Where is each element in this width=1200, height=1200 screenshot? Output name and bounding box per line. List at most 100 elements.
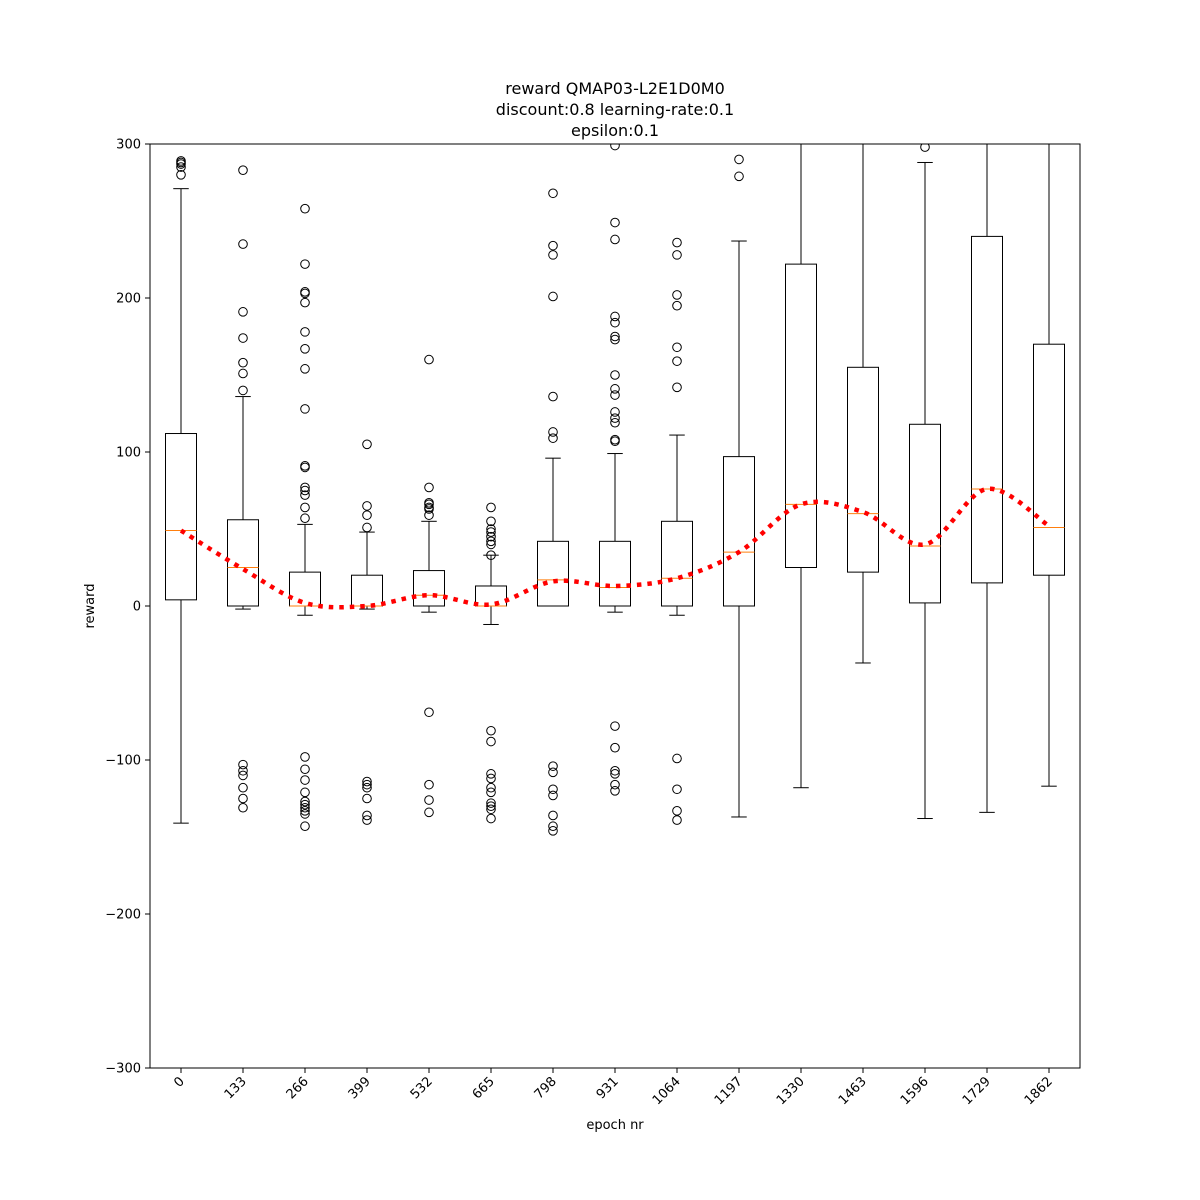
outlier-point bbox=[300, 787, 310, 798]
outlier-point bbox=[486, 773, 496, 784]
outlier-point bbox=[486, 787, 496, 798]
outlier-point bbox=[548, 433, 558, 443]
outlier-point bbox=[362, 510, 372, 520]
chart-title-line-1: reward QMAP03-L2E1D0M0 bbox=[505, 79, 725, 98]
outlier-point bbox=[610, 144, 620, 151]
x-tick-label: 133 bbox=[222, 1074, 250, 1102]
y-tick-label: −200 bbox=[105, 908, 141, 923]
x-tick-label: 0 bbox=[171, 1074, 187, 1090]
box-body bbox=[475, 585, 507, 607]
outlier-point bbox=[610, 311, 620, 322]
box-body bbox=[289, 571, 321, 607]
outlier-point bbox=[610, 786, 620, 796]
outlier-point bbox=[610, 217, 620, 228]
y-axis-label: reward bbox=[83, 583, 98, 628]
outlier-point bbox=[734, 171, 744, 182]
outlier-point bbox=[176, 162, 186, 172]
outlier-point bbox=[176, 156, 186, 166]
box-1596 bbox=[909, 144, 941, 820]
outlier-point bbox=[424, 510, 434, 520]
outlier-point bbox=[548, 790, 558, 801]
outlier-point bbox=[672, 356, 682, 366]
outlier-point bbox=[610, 769, 620, 779]
outlier-point bbox=[548, 291, 558, 302]
box-body bbox=[227, 519, 259, 607]
x-tick-label: 931 bbox=[594, 1074, 622, 1102]
outlier-point bbox=[610, 384, 620, 394]
trend-layer bbox=[179, 486, 1051, 610]
outlier-point bbox=[610, 413, 620, 423]
x-tick-label: 399 bbox=[346, 1074, 374, 1102]
outlier-point bbox=[610, 331, 620, 342]
outlier-point bbox=[486, 524, 496, 534]
box-1463 bbox=[847, 144, 879, 664]
y-tick-label: 300 bbox=[116, 138, 141, 153]
outlier-point bbox=[486, 769, 496, 779]
outlier-point bbox=[486, 736, 496, 747]
outlier-point bbox=[300, 802, 310, 813]
x-tick-label: 1463 bbox=[836, 1074, 870, 1108]
outlier-point bbox=[424, 779, 434, 790]
outlier-point bbox=[486, 502, 496, 513]
box-931 bbox=[599, 144, 631, 796]
outlier-point bbox=[238, 239, 248, 249]
box-266 bbox=[289, 203, 321, 832]
outlier-point bbox=[672, 342, 682, 353]
box-133 bbox=[227, 165, 259, 813]
outlier-point bbox=[672, 806, 682, 816]
outlier-point bbox=[238, 307, 248, 317]
box-1862 bbox=[1033, 144, 1065, 787]
x-tick-label: 665 bbox=[470, 1074, 498, 1102]
outlier-point bbox=[610, 370, 620, 380]
outlier-point bbox=[362, 815, 372, 825]
outlier-point bbox=[238, 770, 248, 781]
outlier-point bbox=[610, 334, 620, 345]
y-axis: −300 −200 −100 0 100 200 300 bbox=[105, 138, 150, 1077]
x-tick-label: 1197 bbox=[712, 1074, 746, 1108]
box-body bbox=[1033, 343, 1065, 576]
box-body bbox=[537, 540, 569, 607]
outlier-point bbox=[548, 250, 558, 260]
outlier-point bbox=[610, 407, 620, 417]
outlier-point bbox=[362, 501, 372, 511]
outlier-point bbox=[610, 417, 620, 428]
trend-line bbox=[179, 486, 1051, 610]
x-tick-label: 1729 bbox=[960, 1074, 994, 1108]
box-1729 bbox=[971, 144, 1003, 813]
outlier-point bbox=[548, 810, 558, 821]
outlier-point bbox=[362, 779, 372, 790]
box-0 bbox=[165, 156, 197, 824]
outlier-point bbox=[300, 490, 310, 500]
outlier-point bbox=[238, 759, 248, 770]
outlier-point bbox=[672, 784, 682, 795]
x-tick-label: 798 bbox=[532, 1074, 560, 1102]
outlier-point bbox=[548, 826, 558, 836]
outlier-point bbox=[362, 782, 372, 793]
boxes-layer bbox=[165, 144, 1065, 836]
box-798 bbox=[537, 188, 569, 836]
outlier-point bbox=[424, 504, 434, 514]
y-tick-label: −300 bbox=[105, 1062, 141, 1077]
y-tick-label: 100 bbox=[116, 446, 141, 461]
outlier-point bbox=[486, 798, 496, 808]
outlier-point bbox=[238, 793, 248, 804]
outlier-point bbox=[300, 364, 310, 374]
outlier-point bbox=[300, 513, 310, 524]
outlier-point bbox=[672, 815, 682, 825]
box-1330 bbox=[785, 144, 817, 789]
outlier-point bbox=[362, 439, 372, 450]
outlier-point bbox=[548, 240, 558, 251]
outlier-point bbox=[300, 775, 310, 785]
box-body bbox=[661, 520, 693, 607]
outlier-point bbox=[238, 765, 248, 776]
outlier-point bbox=[610, 317, 620, 328]
y-tick-label: 0 bbox=[133, 600, 141, 615]
outlier-point bbox=[362, 810, 372, 821]
outlier-point bbox=[610, 721, 620, 731]
outlier-point bbox=[300, 288, 310, 299]
outlier-point bbox=[238, 368, 248, 379]
outlier-point bbox=[486, 539, 496, 550]
box-532 bbox=[413, 354, 445, 818]
outlier-point bbox=[362, 522, 372, 533]
